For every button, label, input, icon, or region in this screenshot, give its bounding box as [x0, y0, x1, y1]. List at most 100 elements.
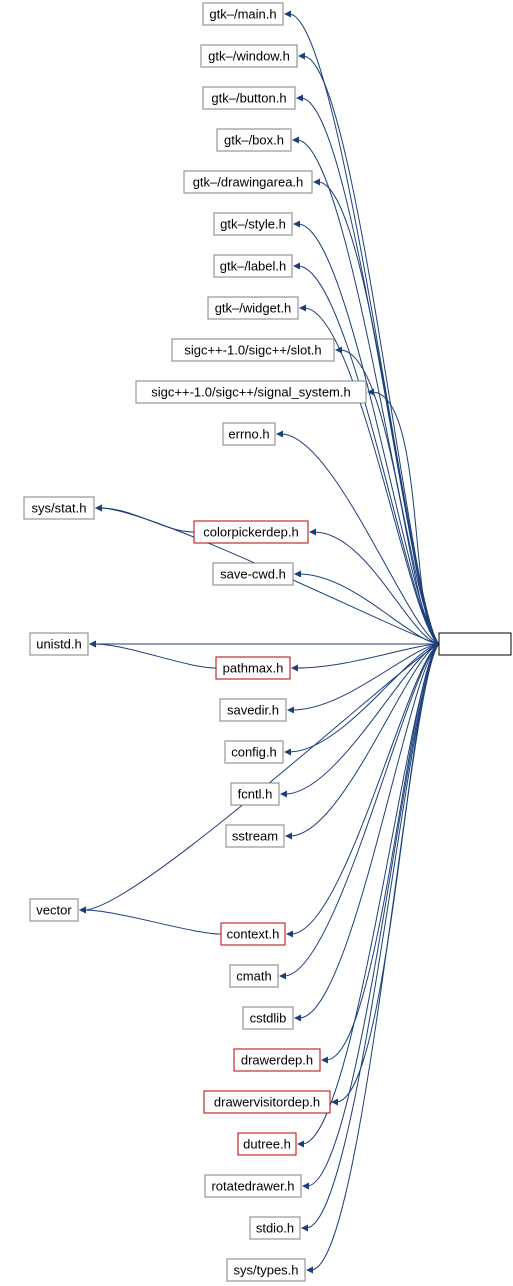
arrowhead [298, 53, 305, 60]
arrowhead [79, 907, 86, 914]
arrowhead [299, 305, 306, 312]
node-fcntl: fcntl.h [231, 783, 279, 805]
node-label: sys/types.h [233, 1262, 298, 1277]
node-sys-types: sys/types.h [227, 1259, 305, 1281]
edge [100, 508, 194, 532]
node-errno: errno.h [223, 423, 275, 445]
arrowhead [306, 1267, 313, 1274]
arrowhead [313, 179, 320, 186]
arrowhead [95, 505, 102, 512]
node-gtk-style: gtk–/style.h [214, 213, 292, 235]
node-vector: vector [30, 899, 78, 921]
node-label: unistd.h [36, 636, 82, 651]
arrowhead [284, 11, 291, 18]
node-label: gtk–/button.h [211, 90, 286, 105]
arrowhead [286, 931, 293, 938]
node-unistd: unistd.h [30, 633, 88, 655]
node-save-cwd: save-cwd.h [213, 563, 293, 585]
node-label: gtk–/box.h [224, 132, 284, 147]
node-label: save-cwd.h [220, 566, 286, 581]
node-gtk-label: gtk–/label.h [214, 255, 292, 277]
node-pathmax: pathmax.h [216, 657, 290, 679]
arrowhead [287, 707, 294, 714]
node-label: gtk–/main.h [209, 6, 276, 21]
node-dutree-h: dutree.h [238, 1133, 296, 1155]
arrowhead [293, 221, 300, 228]
arrowhead [309, 529, 316, 536]
node-label: rotatedrawer.h [211, 1178, 294, 1193]
edge [372, 392, 439, 644]
arrowhead [285, 833, 292, 840]
edge [94, 644, 216, 668]
arrowhead [302, 1183, 309, 1190]
edge [291, 644, 439, 934]
arrowhead [291, 665, 298, 672]
edge [84, 910, 221, 934]
node-label: gtk–/label.h [220, 258, 287, 273]
node-label: gtk–/drawingarea.h [193, 174, 304, 189]
node-label: gtk–/window.h [208, 48, 290, 63]
node-label: savedir.h [227, 702, 279, 717]
node-config: config.h [225, 741, 283, 763]
edge [301, 98, 439, 644]
node-label: stdio.h [256, 1220, 294, 1235]
node-cmath: cmath [230, 965, 278, 987]
edge [292, 644, 439, 710]
edge [311, 644, 439, 1270]
arrowhead [294, 571, 301, 578]
arrowhead [279, 973, 286, 980]
node-label: dutree.h [243, 1136, 291, 1151]
node-label: cmath [236, 968, 271, 983]
arrowhead [276, 431, 283, 438]
node-label: drawervisitordep.h [214, 1094, 320, 1109]
node-label: pathmax.h [223, 660, 284, 675]
arrowhead [297, 1141, 304, 1148]
node-cstdlib: cstdlib [243, 1007, 293, 1029]
node-label: colorpickerdep.h [203, 524, 298, 539]
arrowhead [293, 263, 300, 270]
node-label: sigc++-1.0/sigc++/signal_system.h [151, 384, 350, 399]
arrowhead [296, 95, 303, 102]
node-label: cstdlib [250, 1010, 287, 1025]
node-stdio: stdio.h [250, 1217, 300, 1239]
dependency-graph: gtk–/main.h gtk–/window.h gtk–/button.h gtk… [0, 0, 513, 1286]
node-drawervisitor: drawervisitordep.h [204, 1091, 330, 1113]
node-colorpickerdep: colorpickerdep.h [194, 521, 308, 543]
node-rotatedrawer: rotatedrawer.h [205, 1175, 301, 1197]
node-label: sigc++-1.0/sigc++/slot.h [184, 342, 321, 357]
node-label: sys/stat.h [32, 500, 87, 515]
edge-layer [79, 11, 439, 1274]
node-label: context.h [227, 926, 280, 941]
node-label: fcntl.h [238, 786, 273, 801]
arrowhead [280, 791, 287, 798]
node-label: vector [36, 902, 72, 917]
node-sys-stat: sys/stat.h [24, 497, 94, 519]
node-label: errno.h [228, 426, 269, 441]
edge [299, 644, 439, 1018]
node-gtk-drawing: gtk–/drawingarea.h [184, 171, 312, 193]
node-label: dutree.cpp [444, 636, 505, 651]
node-label: gtk–/widget.h [215, 300, 292, 315]
node-sigc-slot: sigc++-1.0/sigc++/slot.h [172, 339, 334, 361]
edge [289, 14, 439, 644]
node-gtk-widget: gtk–/widget.h [208, 297, 298, 319]
edge [296, 644, 439, 668]
node-dutree-cpp: dutree.cpp [439, 633, 511, 655]
node-sstream: sstream [226, 825, 284, 847]
node-label: drawerdep.h [241, 1052, 313, 1067]
node-label: gtk–/style.h [220, 216, 286, 231]
node-context: context.h [221, 923, 285, 945]
arrowhead [89, 641, 96, 648]
arrowhead [321, 1057, 328, 1064]
arrowhead [292, 137, 299, 144]
node-sigc-signal: sigc++-1.0/sigc++/signal_system.h [136, 381, 366, 403]
node-gtk-main: gtk–/main.h [203, 3, 283, 25]
arrowhead [284, 749, 291, 756]
node-label: sstream [232, 828, 278, 843]
arrowhead [301, 1225, 308, 1232]
node-drawerdep: drawerdep.h [234, 1049, 320, 1071]
node-savedir: savedir.h [220, 699, 286, 721]
node-label: config.h [231, 744, 277, 759]
node-gtk-button: gtk–/button.h [203, 87, 295, 109]
node-gtk-window: gtk–/window.h [201, 45, 297, 67]
